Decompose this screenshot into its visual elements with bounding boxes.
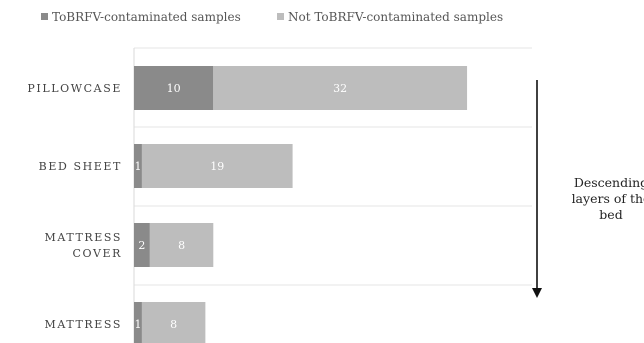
category-labels: PILLOWCASE BED SHEET MATTRESS COVER MATTRESS: [27, 82, 123, 331]
bar-segment: [134, 302, 142, 343]
bar-segment: [213, 66, 468, 110]
category-label: COVER: [73, 247, 123, 260]
bar-segment: [134, 144, 142, 188]
bar-value-label: 32: [333, 82, 347, 95]
category-label: BED SHEET: [39, 160, 122, 173]
legend-swatch: [41, 13, 48, 20]
legend-label: ToBRFV-contaminated samples: [52, 10, 241, 24]
category-label: PILLOWCASE: [27, 82, 122, 95]
bar-segment: [141, 144, 293, 188]
bar-value-label: 1: [134, 318, 141, 331]
legend: ToBRFV-contaminated samples Not ToBRFV-co…: [41, 10, 503, 24]
bar-segment: [149, 223, 214, 267]
legend-label: Not ToBRFV-contaminated samples: [288, 10, 503, 24]
bar-value-label: 1: [134, 160, 141, 173]
bar-segment: [134, 66, 214, 110]
bar-segment: [141, 302, 206, 343]
bar-value-label: 8: [170, 318, 177, 331]
bar-segment: [134, 223, 150, 267]
down-arrow-head: [532, 288, 542, 298]
bar-value-label: 2: [138, 239, 145, 252]
bar-value-label: 19: [210, 160, 224, 173]
bar-value-label: 8: [178, 239, 185, 252]
bars: 10 32 1 19 2 8 1 8: [134, 66, 468, 343]
legend-swatch: [277, 13, 284, 20]
bar-value-label: 10: [167, 82, 181, 95]
annotation-text: Descending: [574, 175, 644, 190]
annotation-text: layers of the: [572, 191, 644, 206]
category-label: MATTRESS: [45, 318, 122, 331]
annotation-text: bed: [599, 207, 622, 222]
category-label: MATTRESS: [45, 231, 122, 244]
